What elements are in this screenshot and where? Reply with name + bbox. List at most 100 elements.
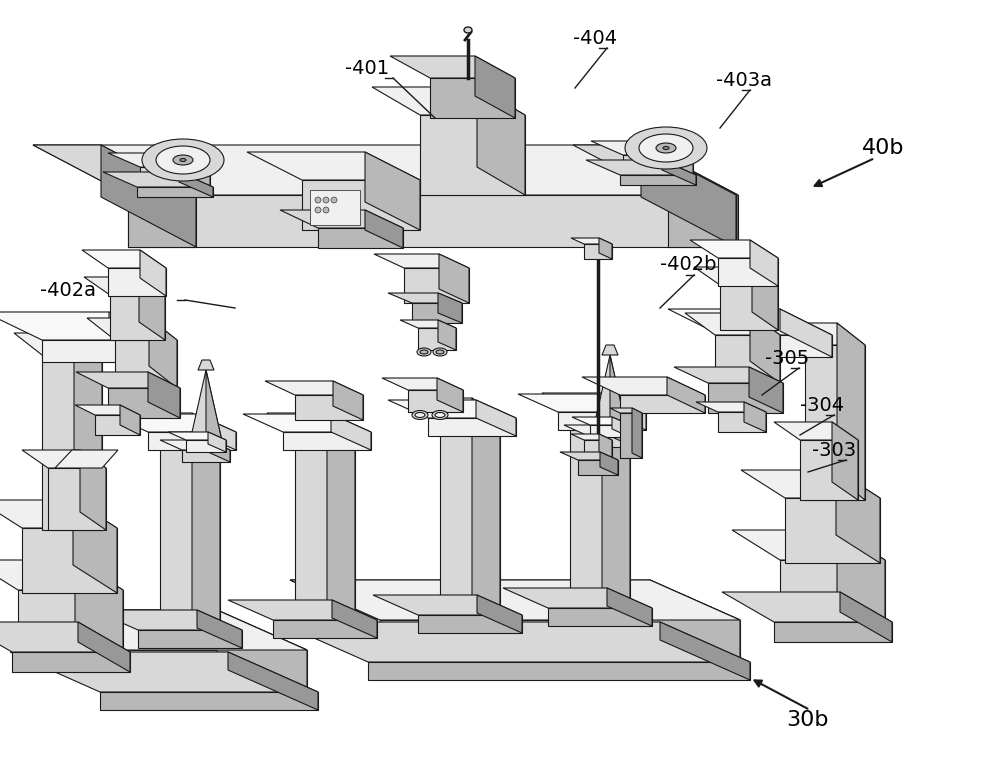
Polygon shape xyxy=(0,622,130,652)
Polygon shape xyxy=(10,652,318,692)
Polygon shape xyxy=(196,414,236,450)
Polygon shape xyxy=(331,414,371,450)
Polygon shape xyxy=(140,250,166,296)
Polygon shape xyxy=(84,277,165,295)
Polygon shape xyxy=(390,56,515,78)
Polygon shape xyxy=(428,418,516,436)
Polygon shape xyxy=(718,258,778,286)
Polygon shape xyxy=(139,277,165,340)
Polygon shape xyxy=(571,238,612,244)
Polygon shape xyxy=(112,650,307,692)
Ellipse shape xyxy=(180,158,186,162)
Ellipse shape xyxy=(415,412,425,418)
Polygon shape xyxy=(273,620,377,638)
Polygon shape xyxy=(373,595,522,615)
Polygon shape xyxy=(610,355,628,435)
Polygon shape xyxy=(777,323,865,345)
Text: -305: -305 xyxy=(765,349,809,368)
Polygon shape xyxy=(592,355,628,435)
Polygon shape xyxy=(120,405,140,435)
Polygon shape xyxy=(475,56,515,118)
Polygon shape xyxy=(33,145,738,195)
Polygon shape xyxy=(137,187,213,197)
Polygon shape xyxy=(332,600,377,638)
Polygon shape xyxy=(437,378,463,412)
Polygon shape xyxy=(572,417,630,425)
Ellipse shape xyxy=(433,348,447,356)
Polygon shape xyxy=(368,662,750,680)
Polygon shape xyxy=(108,153,210,167)
Polygon shape xyxy=(27,610,307,650)
Polygon shape xyxy=(388,400,516,418)
Polygon shape xyxy=(440,420,500,620)
Polygon shape xyxy=(182,450,230,462)
Polygon shape xyxy=(668,195,736,247)
Polygon shape xyxy=(548,608,652,626)
Polygon shape xyxy=(590,425,630,437)
Polygon shape xyxy=(78,622,130,672)
Polygon shape xyxy=(22,528,117,593)
Polygon shape xyxy=(674,367,783,383)
Polygon shape xyxy=(22,610,307,650)
Polygon shape xyxy=(160,435,220,635)
Polygon shape xyxy=(333,381,363,420)
Text: -304: -304 xyxy=(800,395,844,415)
Polygon shape xyxy=(101,145,196,247)
Polygon shape xyxy=(132,413,220,435)
Text: -404: -404 xyxy=(573,28,617,48)
Polygon shape xyxy=(503,588,652,608)
Polygon shape xyxy=(108,268,166,296)
Polygon shape xyxy=(586,160,696,175)
Polygon shape xyxy=(382,378,463,390)
Polygon shape xyxy=(660,622,750,680)
Polygon shape xyxy=(623,155,693,175)
Polygon shape xyxy=(148,432,236,450)
Polygon shape xyxy=(744,402,766,432)
Text: -403a: -403a xyxy=(716,71,772,89)
Polygon shape xyxy=(599,434,612,460)
Polygon shape xyxy=(103,172,213,187)
Polygon shape xyxy=(542,393,630,415)
Polygon shape xyxy=(74,333,102,530)
Polygon shape xyxy=(128,195,196,247)
Polygon shape xyxy=(476,400,516,436)
Polygon shape xyxy=(578,460,618,475)
Polygon shape xyxy=(243,414,371,432)
Text: 40b: 40b xyxy=(862,138,904,158)
Polygon shape xyxy=(558,412,646,430)
Polygon shape xyxy=(641,145,736,247)
Polygon shape xyxy=(365,210,403,248)
Polygon shape xyxy=(620,175,696,185)
Polygon shape xyxy=(197,610,242,648)
Polygon shape xyxy=(14,333,102,355)
Polygon shape xyxy=(372,87,525,115)
Ellipse shape xyxy=(663,147,669,150)
Polygon shape xyxy=(668,309,832,335)
Polygon shape xyxy=(12,652,130,672)
Polygon shape xyxy=(584,244,612,259)
Polygon shape xyxy=(108,414,236,432)
Polygon shape xyxy=(685,313,780,335)
Text: -303: -303 xyxy=(812,441,856,459)
Ellipse shape xyxy=(432,411,448,419)
Polygon shape xyxy=(290,580,740,620)
Polygon shape xyxy=(278,622,750,662)
Polygon shape xyxy=(584,440,612,460)
Polygon shape xyxy=(573,145,736,195)
Polygon shape xyxy=(800,440,858,500)
Polygon shape xyxy=(82,250,166,268)
Polygon shape xyxy=(805,345,865,500)
Polygon shape xyxy=(612,417,630,437)
Ellipse shape xyxy=(173,155,193,165)
Polygon shape xyxy=(591,141,693,155)
Polygon shape xyxy=(310,190,360,225)
Polygon shape xyxy=(138,630,242,648)
Polygon shape xyxy=(128,195,738,247)
Polygon shape xyxy=(774,622,892,642)
Polygon shape xyxy=(228,600,377,620)
Text: -401: -401 xyxy=(345,59,389,78)
Polygon shape xyxy=(247,152,420,180)
Polygon shape xyxy=(283,432,371,450)
Polygon shape xyxy=(380,620,740,662)
Polygon shape xyxy=(439,254,469,303)
